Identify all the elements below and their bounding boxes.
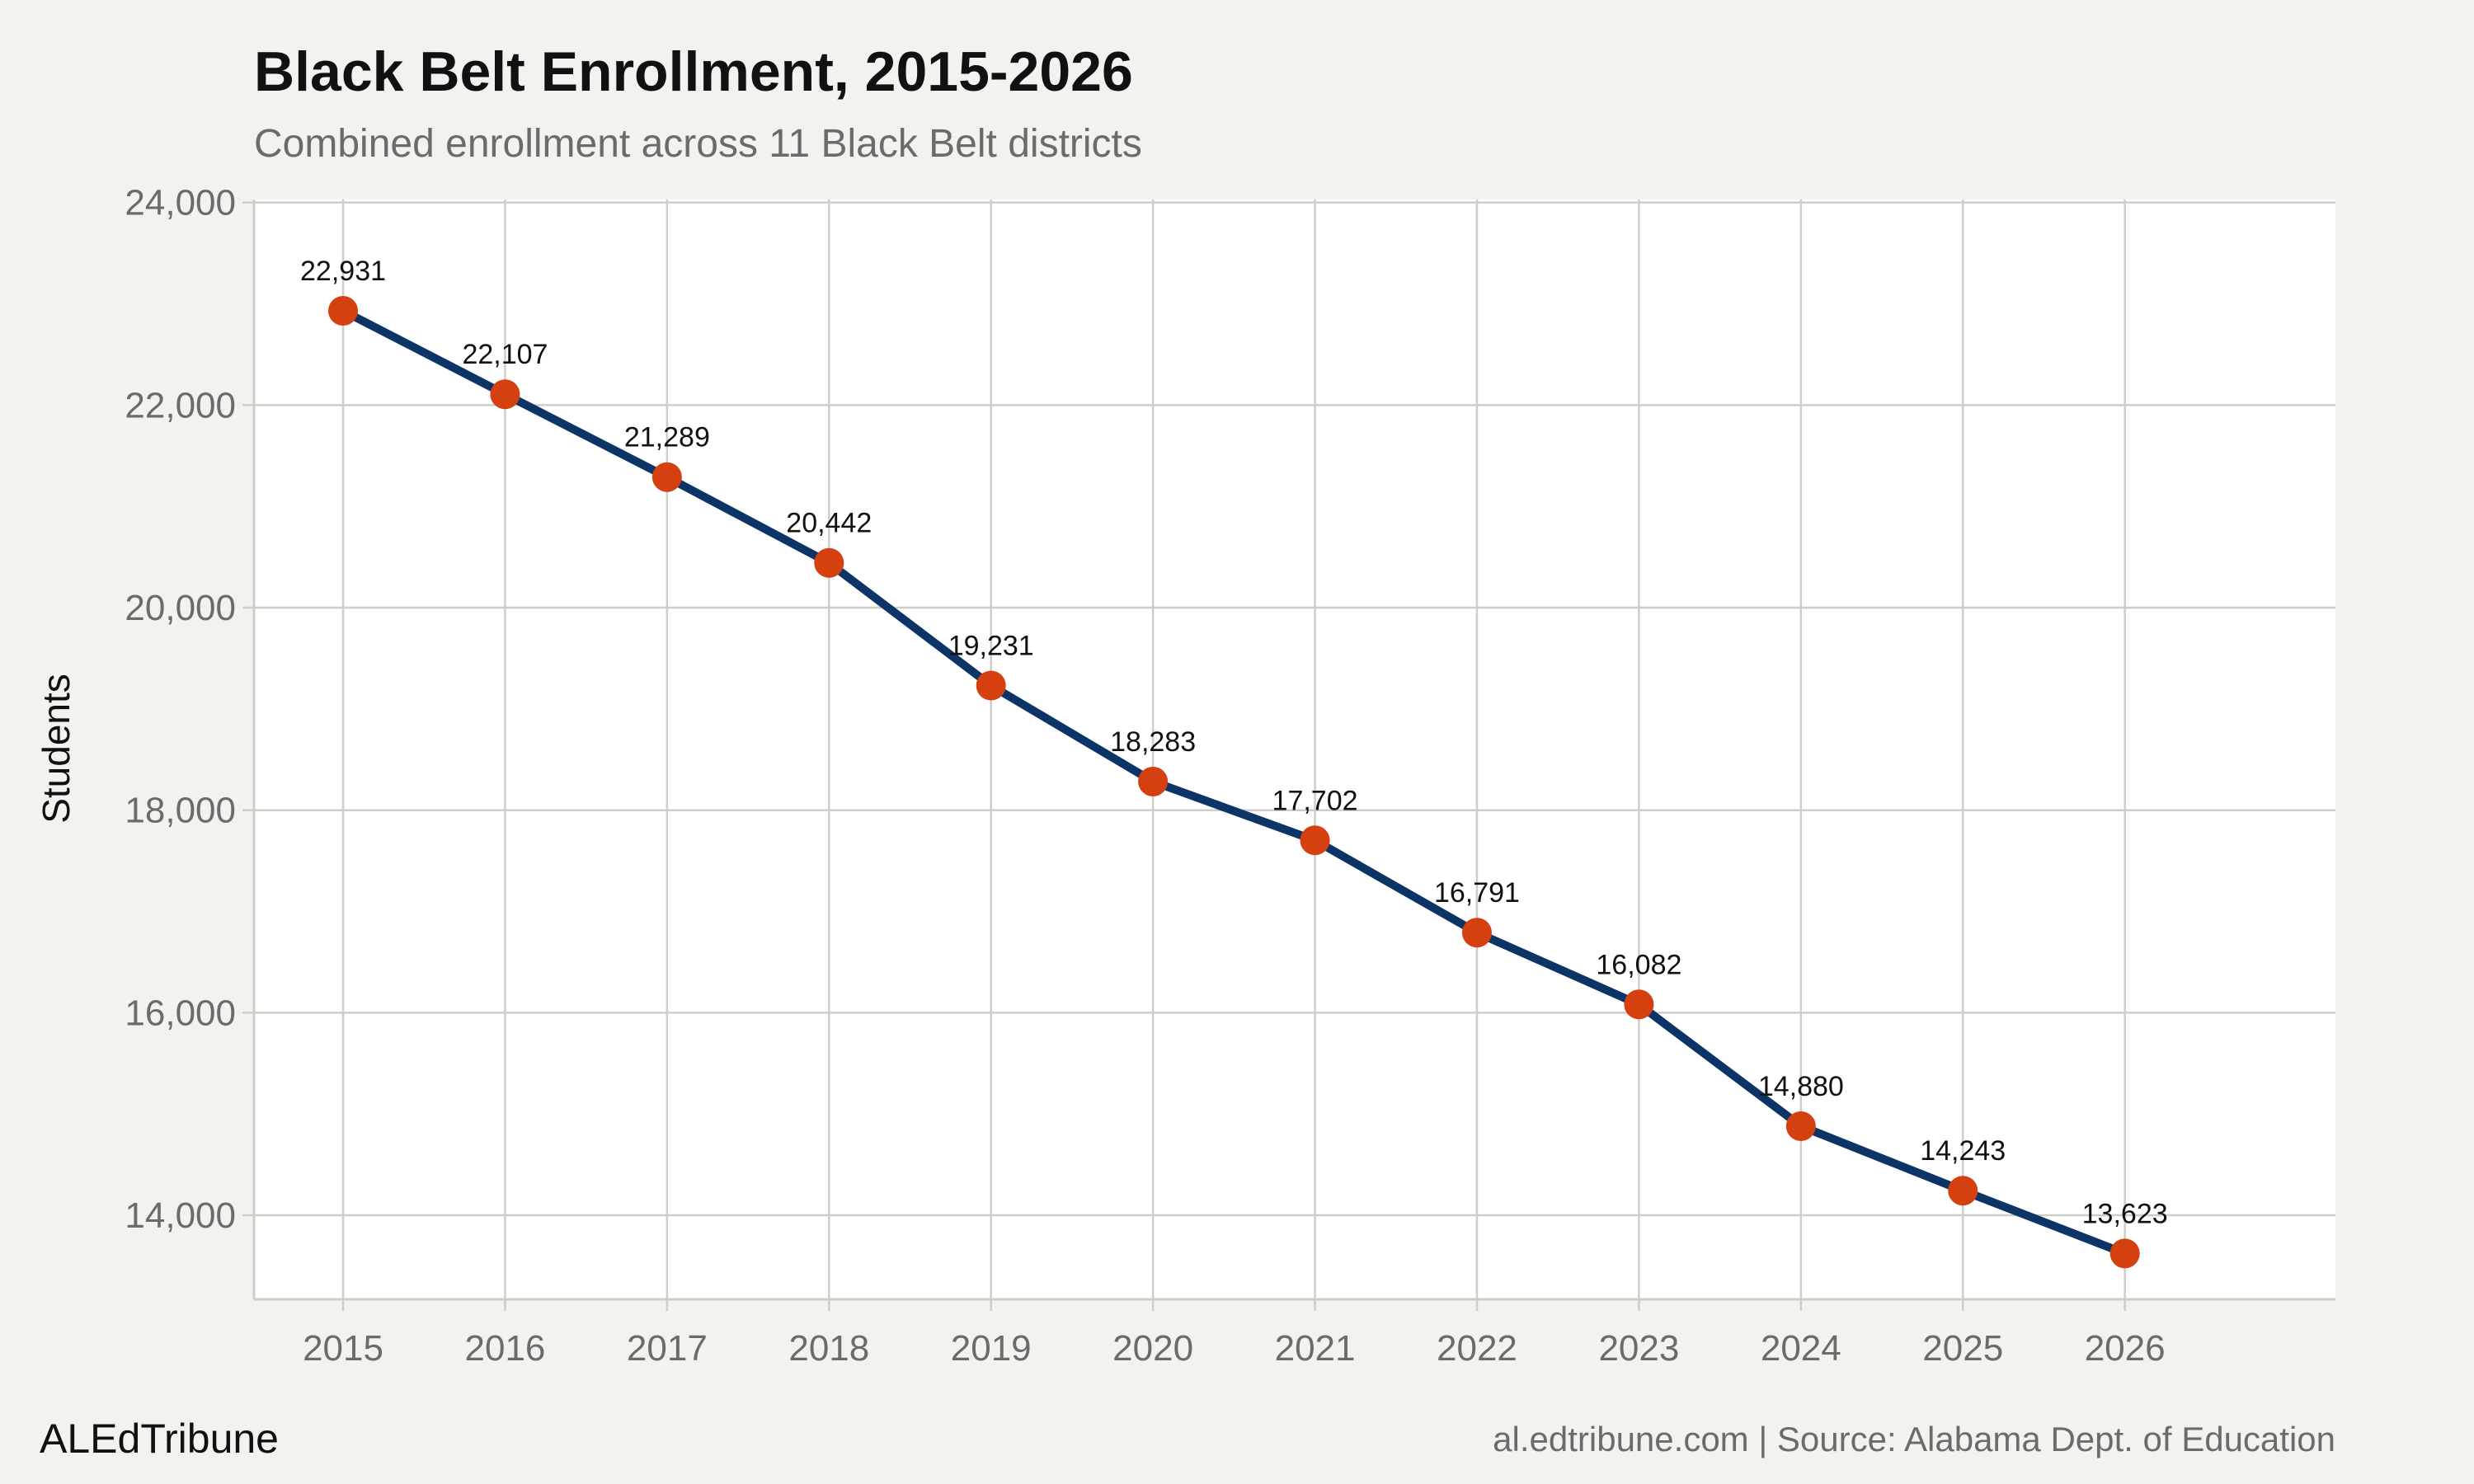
y-axis-title: Students [35,674,78,824]
x-tick-label: 2023 [1598,1328,1679,1369]
data-label: 22,931 [300,256,386,287]
data-point [328,295,359,326]
y-tick-label: 20,000 [125,588,236,628]
y-tick-label: 14,000 [125,1195,236,1236]
data-point [1300,825,1330,856]
data-point [976,670,1006,701]
data-label: 17,702 [1272,785,1358,816]
x-tick-label: 2024 [1761,1328,1841,1369]
grid-lines [254,200,2335,1299]
x-tick-label: 2016 [465,1328,546,1369]
data-point [1948,1176,1978,1206]
data-point [1138,766,1169,796]
chart-subtitle: Combined enrollment across 11 Black Belt… [254,122,1142,166]
x-tick-label: 2019 [951,1328,1032,1369]
x-tick-label: 2021 [1275,1328,1356,1369]
x-tick-label: 2025 [1922,1328,2003,1369]
data-label: 14,243 [1920,1135,2006,1167]
y-tick-label: 24,000 [125,183,236,223]
series-line [339,306,2129,1258]
data-point [814,547,844,578]
data-label: 16,791 [1434,877,1520,909]
data-point [1461,918,1492,948]
y-tick-label: 18,000 [125,791,236,831]
data-point [1785,1111,1816,1141]
chart-title: Black Belt Enrollment, 2015-2026 [254,40,1133,103]
x-tick-label: 2022 [1437,1328,1517,1369]
data-label: 16,082 [1596,949,1681,980]
data-point [490,379,520,410]
data-point [1624,989,1654,1020]
x-tick-label: 2017 [627,1328,708,1369]
y-tick-label: 16,000 [125,993,236,1033]
brand-logo-text: ALEdTribune [40,1416,279,1462]
data-label: 22,107 [462,339,548,370]
plot-area [254,200,2335,1299]
x-tick-label: 2020 [1112,1328,1193,1369]
x-tick-label: 2018 [788,1328,869,1369]
data-point [2109,1238,2140,1269]
x-tick-label: 2026 [2085,1328,2166,1369]
axes: 14,000 16,000 18,000 20,000 22,000 24,000 2015… [125,183,2335,1369]
data-labels: 22,931 22,107 21,289 20,442 19,231 18,283 17,7… [300,256,2168,1229]
data-label: 20,442 [786,508,872,539]
series-enrollment [328,295,2140,1269]
data-label: 21,289 [624,422,710,453]
data-point [651,462,682,492]
data-label: 18,283 [1110,726,1196,758]
data-label: 14,880 [1758,1071,1844,1102]
y-tick-label: 22,000 [125,385,236,425]
source-note: al.edtribune.com | Source: Alabama Dept.… [1493,1420,2335,1458]
data-label: 13,623 [2082,1198,2168,1229]
data-label: 19,231 [948,630,1034,661]
x-tick-label: 2015 [303,1328,383,1369]
